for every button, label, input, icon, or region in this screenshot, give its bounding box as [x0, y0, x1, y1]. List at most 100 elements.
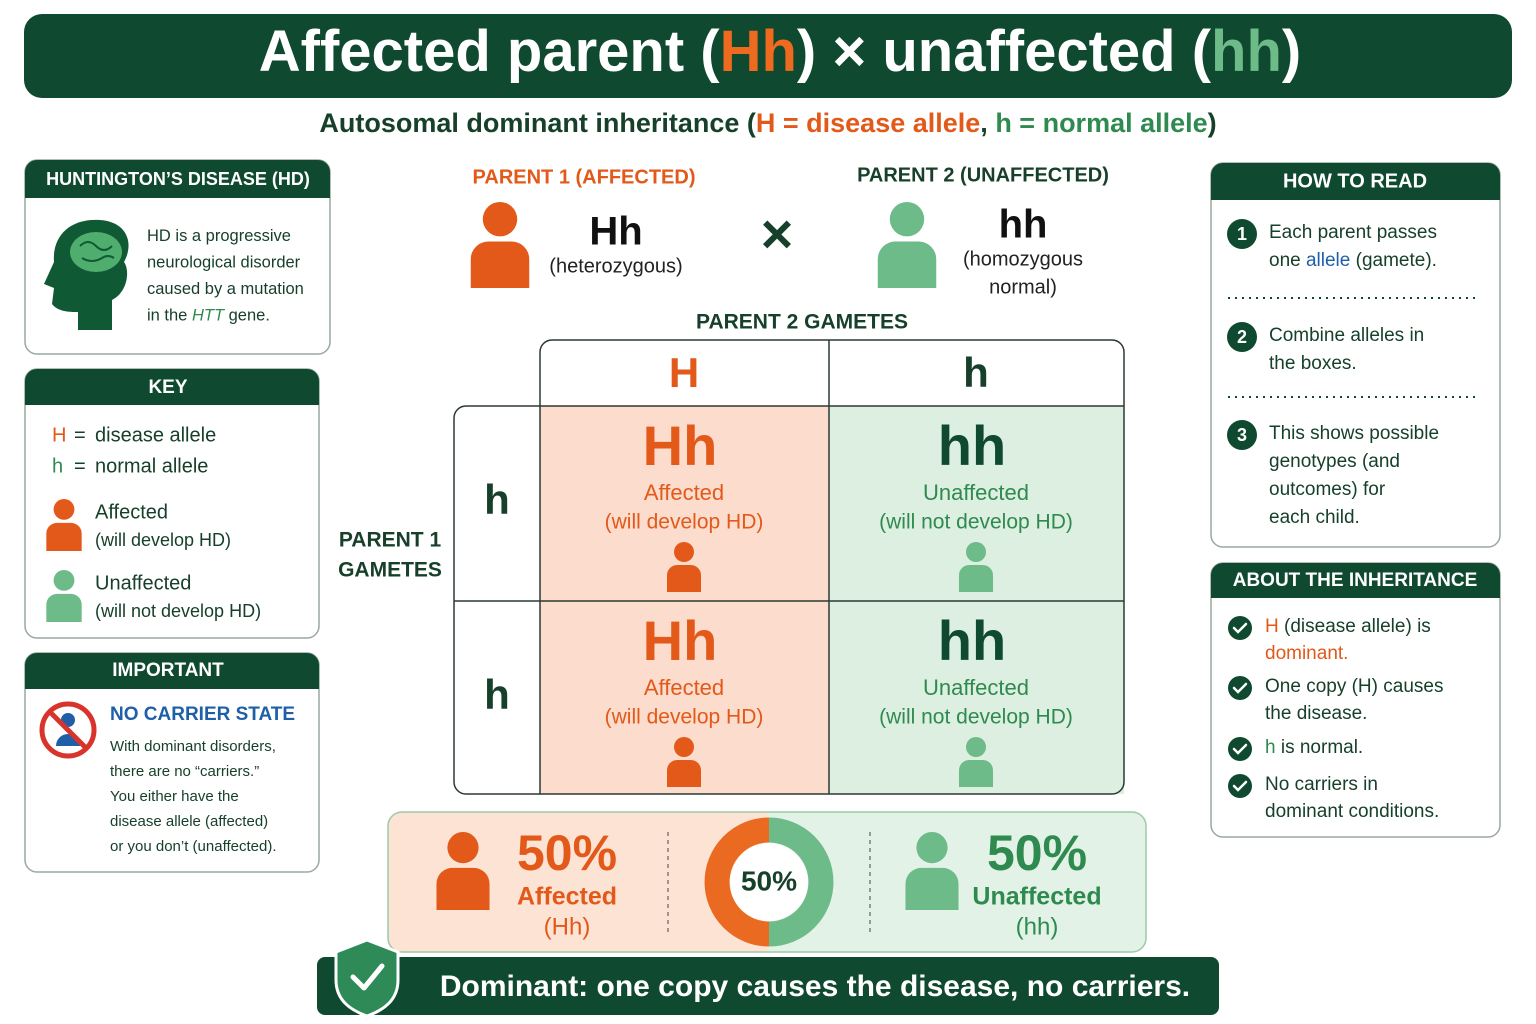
check-mark — [1232, 622, 1248, 634]
important-line: With dominant disorders, — [110, 738, 276, 755]
hd-line: HD is a progressive — [147, 227, 291, 245]
person-icon — [905, 867, 959, 910]
banner-text: Dominant: one copy causes the disease, n… — [440, 970, 1190, 1003]
person-icon — [667, 565, 701, 592]
about-line-part: dominant. — [1265, 643, 1348, 664]
key-label: Unaffected — [95, 572, 191, 594]
summary-bg — [388, 812, 768, 952]
cell-genotype: Hh — [643, 414, 718, 477]
parent-description: (homozygous — [963, 248, 1083, 270]
check-badge — [1228, 616, 1252, 640]
step-number: 1 — [1237, 224, 1247, 244]
step-number: 3 — [1237, 425, 1247, 445]
cell-label: Unaffected — [923, 675, 1029, 700]
parent-genotype: hh — [999, 203, 1048, 247]
panel-header — [1211, 163, 1500, 200]
step-line: outcomes) for — [1269, 479, 1386, 500]
step-line: Each parent passes — [1269, 222, 1437, 243]
cell-detail: (will not develop HD) — [879, 706, 1073, 729]
important-subheading: NO CARRIER STATE — [110, 704, 295, 725]
panel-heading: IMPORTANT — [112, 660, 224, 681]
step-line: one allele (gamete). — [1269, 250, 1437, 271]
cell-label: Unaffected — [923, 480, 1029, 505]
summary-genotype: (Hh) — [544, 913, 591, 940]
step-line-part: This shows possible — [1269, 423, 1439, 444]
person-icon — [889, 202, 925, 237]
about-line-part: dominant conditions. — [1265, 801, 1439, 822]
cross-symbol: × — [761, 202, 794, 265]
panel-heading: KEY — [148, 377, 187, 398]
donut-hole — [730, 843, 808, 921]
column-title: PARENT 2 GAMETES — [696, 311, 908, 334]
panel-heading: HOW TO READ — [1283, 170, 1427, 192]
cell-label: Affected — [644, 675, 724, 700]
person-icon — [966, 737, 986, 757]
step-line: Combine alleles in — [1269, 325, 1424, 346]
summary-label: Unaffected — [972, 883, 1101, 911]
shield-check — [350, 963, 385, 991]
cell-genotype: hh — [938, 414, 1006, 477]
person-icon — [46, 522, 82, 551]
subtitle: Autosomal dominant inheritance (H = dise… — [319, 108, 1216, 138]
person-icon — [916, 832, 948, 864]
check-mark — [1232, 780, 1248, 792]
row-allele: h — [484, 671, 510, 718]
step-number: 2 — [1237, 327, 1247, 347]
key-eq: = — [74, 455, 86, 477]
step-line-part: allele — [1306, 250, 1350, 271]
step-line-part: one — [1269, 250, 1306, 271]
step-badge — [1227, 420, 1257, 450]
step-line-part: outcomes) for — [1269, 479, 1386, 500]
step-line: This shows possible — [1269, 423, 1439, 444]
step-badge — [1227, 219, 1257, 249]
title: Affected parent (Hh) × unaffected (hh) — [259, 19, 1301, 84]
key-symbol: H — [52, 424, 66, 446]
hd-line: caused by a mutation — [147, 280, 304, 298]
title-bar — [24, 14, 1512, 98]
subtitle-part: , — [980, 108, 995, 138]
hd-line-part: HTT — [192, 307, 226, 325]
summary-genotype: (hh) — [1016, 913, 1059, 940]
cell-genotype: hh — [938, 609, 1006, 672]
step-badge — [1227, 322, 1257, 352]
title-part: ) — [1282, 19, 1301, 84]
cell-genotype: Hh — [643, 609, 718, 672]
check-mark — [1232, 743, 1248, 755]
banner — [317, 957, 1219, 1015]
person-icon — [436, 867, 490, 910]
panel-header — [25, 653, 319, 689]
panel-heading: HUNTINGTON’S DISEASE (HD) — [46, 169, 310, 189]
brain-icon — [70, 232, 122, 272]
step-line: each child. — [1269, 507, 1360, 528]
about-line-part: (disease allele) is — [1279, 616, 1431, 637]
about-line-part: the disease. — [1265, 703, 1367, 724]
key-eq: = — [74, 424, 86, 446]
summary-percent: 50% — [987, 825, 1087, 881]
parent-description: normal) — [989, 276, 1057, 298]
about-line: dominant. — [1265, 643, 1348, 664]
about-line: H (disease allele) is — [1265, 616, 1431, 637]
key-symbol: h — [52, 455, 63, 477]
panel-header — [25, 369, 319, 405]
step-line: the boxes. — [1269, 353, 1357, 374]
parent-genotype: Hh — [589, 210, 642, 254]
about-line: dominant conditions. — [1265, 801, 1439, 822]
no-entry-bar — [48, 710, 88, 750]
about-line-part: is normal. — [1276, 737, 1364, 758]
key-meaning: disease allele — [95, 424, 216, 446]
check-mark — [1232, 682, 1248, 694]
hd-line: neurological disorder — [147, 254, 301, 272]
panel-header — [1211, 563, 1500, 598]
person-icon — [482, 202, 518, 237]
person-icon — [877, 241, 937, 288]
step-line-part: genotypes (and — [1269, 451, 1400, 472]
donut-segment — [704, 817, 770, 947]
key-meaning: normal allele — [95, 455, 208, 477]
about-line-part: H — [1265, 616, 1279, 637]
row-title: GAMETES — [338, 559, 442, 582]
key-detail: (will not develop HD) — [95, 601, 261, 621]
cell-detail: (will develop HD) — [605, 511, 764, 534]
person-icon — [46, 593, 82, 622]
